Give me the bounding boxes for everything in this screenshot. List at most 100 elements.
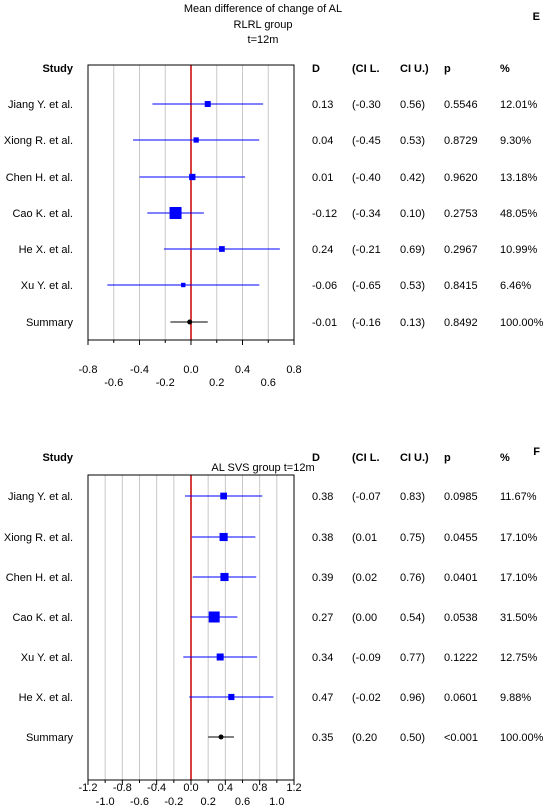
study-label: Xu Y. et al. [21, 652, 73, 664]
study-label: Jiang Y. et al. [8, 99, 73, 111]
cell-ci-low: (0.20 [352, 732, 377, 744]
study-label: Jiang Y. et al. [8, 491, 73, 503]
cell-weight: 11.67% [500, 491, 537, 503]
cell-p: 0.0401 [444, 572, 478, 584]
x-tick-label: 0.4 [235, 364, 250, 376]
panel-letter: F [533, 446, 540, 458]
cell-ci-low: (0.01 [352, 532, 377, 544]
cell-ci-high: 0.76) [400, 572, 425, 584]
x-tick-label: 0.8 [286, 364, 301, 376]
study-label: Cao K. et al. [12, 208, 73, 220]
cell-weight: 12.01% [500, 99, 538, 111]
cell-d: -0.01 [312, 317, 337, 329]
study-label: Chen H. et al. [6, 572, 73, 584]
cell-p: 0.1222 [444, 652, 478, 664]
cell-ci-high: 0.13) [400, 317, 425, 329]
cell-ci-high: 0.83) [400, 491, 425, 503]
x-tick-label: 0.6 [261, 377, 276, 389]
cell-ci-low: (-0.40 [352, 172, 381, 184]
x-tick-label: -0.8 [113, 782, 132, 794]
cell-p: 0.0538 [444, 612, 478, 624]
panel-title-line: Mean difference of change of AL [184, 3, 342, 15]
study-label: Summary [26, 317, 74, 329]
effect-marker [220, 492, 227, 500]
cell-d: 0.04 [312, 135, 333, 147]
cell-weight: 9.88% [500, 692, 531, 704]
study-label: He X. et al. [19, 244, 73, 256]
cell-p: 0.0601 [444, 692, 478, 704]
cell-ci-high: 0.50) [400, 732, 425, 744]
header-weight: % [500, 63, 510, 75]
cell-weight: 31.50% [500, 612, 538, 624]
cell-d: 0.35 [312, 732, 333, 744]
cell-ci-high: 0.96) [400, 692, 425, 704]
effect-marker [216, 653, 224, 661]
cell-p: 0.0455 [444, 532, 478, 544]
cell-ci-high: 0.53) [400, 280, 425, 292]
cell-weight: 12.75% [500, 652, 538, 664]
effect-marker [181, 282, 186, 288]
cell-d: -0.06 [312, 280, 337, 292]
cell-ci-high: 0.77) [400, 652, 425, 664]
cell-weight: 100.00% [500, 317, 544, 329]
cell-p: <0.001 [444, 732, 478, 744]
x-tick-label: -0.8 [79, 364, 98, 376]
study-label: Xu Y. et al. [21, 280, 73, 292]
cell-weight: 10.99% [500, 244, 538, 256]
header-ci-low: (CI L. [352, 63, 380, 75]
cell-d: 0.13 [312, 99, 333, 111]
cell-ci-low: (-0.16 [352, 317, 381, 329]
x-tick-label: -0.2 [156, 377, 175, 389]
cell-weight: 17.10% [500, 572, 538, 584]
cell-p: 0.8729 [444, 135, 478, 147]
x-tick-label: -0.6 [130, 796, 149, 808]
summary-point [187, 319, 193, 325]
effect-marker [219, 532, 228, 542]
x-tick-label: -0.4 [130, 364, 149, 376]
summary-point [218, 734, 224, 740]
x-tick-label: -1.0 [96, 796, 115, 808]
cell-d: 0.27 [312, 612, 333, 624]
header-d: D [312, 63, 320, 75]
panel-title-line: t=12m [248, 34, 279, 46]
effect-marker [219, 246, 225, 252]
cell-d: 0.01 [312, 172, 333, 184]
cell-weight: 100.00% [500, 732, 544, 744]
cell-p: 0.9620 [444, 172, 478, 184]
header-p: p [444, 452, 451, 464]
cell-ci-low: (-0.21 [352, 244, 381, 256]
panel-title-line: RLRL group [234, 19, 293, 31]
effect-marker [204, 101, 211, 107]
header-ci-low: (CI L. [352, 452, 380, 464]
x-tick-label: -0.2 [164, 796, 183, 808]
x-tick-label: -0.4 [147, 782, 166, 794]
x-tick-label: 0.2 [201, 796, 216, 808]
cell-ci-low: (-0.07 [352, 491, 381, 503]
x-tick-label: 0.0 [183, 364, 198, 376]
cell-d: 0.38 [312, 532, 333, 544]
cell-ci-low: (0.00 [352, 612, 377, 624]
cell-weight: 48.05% [500, 208, 538, 220]
x-tick-label: 1.2 [286, 782, 301, 794]
cell-weight: 13.18% [500, 172, 538, 184]
study-label: Summary [26, 732, 74, 744]
x-tick-label: 1.0 [269, 796, 284, 808]
cell-ci-low: (-0.30 [352, 99, 381, 111]
effect-marker [220, 572, 229, 582]
study-label: Chen H. et al. [6, 172, 73, 184]
cell-p: 0.8415 [444, 280, 478, 292]
header-study: Study [42, 452, 73, 464]
cell-ci-low: (-0.65 [352, 280, 381, 292]
header-p: p [444, 63, 451, 75]
study-label: Xiong R. et al. [4, 135, 73, 147]
cell-d: -0.12 [312, 208, 337, 220]
cell-d: 0.39 [312, 572, 333, 584]
cell-ci-low: (0.02 [352, 572, 377, 584]
cell-ci-high: 0.69) [400, 244, 425, 256]
cell-ci-high: 0.53) [400, 135, 425, 147]
x-tick-label: 0.8 [252, 782, 267, 794]
effect-marker [189, 173, 196, 181]
cell-ci-high: 0.42) [400, 172, 425, 184]
cell-ci-high: 0.75) [400, 532, 425, 544]
panel-letter: E [533, 11, 540, 23]
